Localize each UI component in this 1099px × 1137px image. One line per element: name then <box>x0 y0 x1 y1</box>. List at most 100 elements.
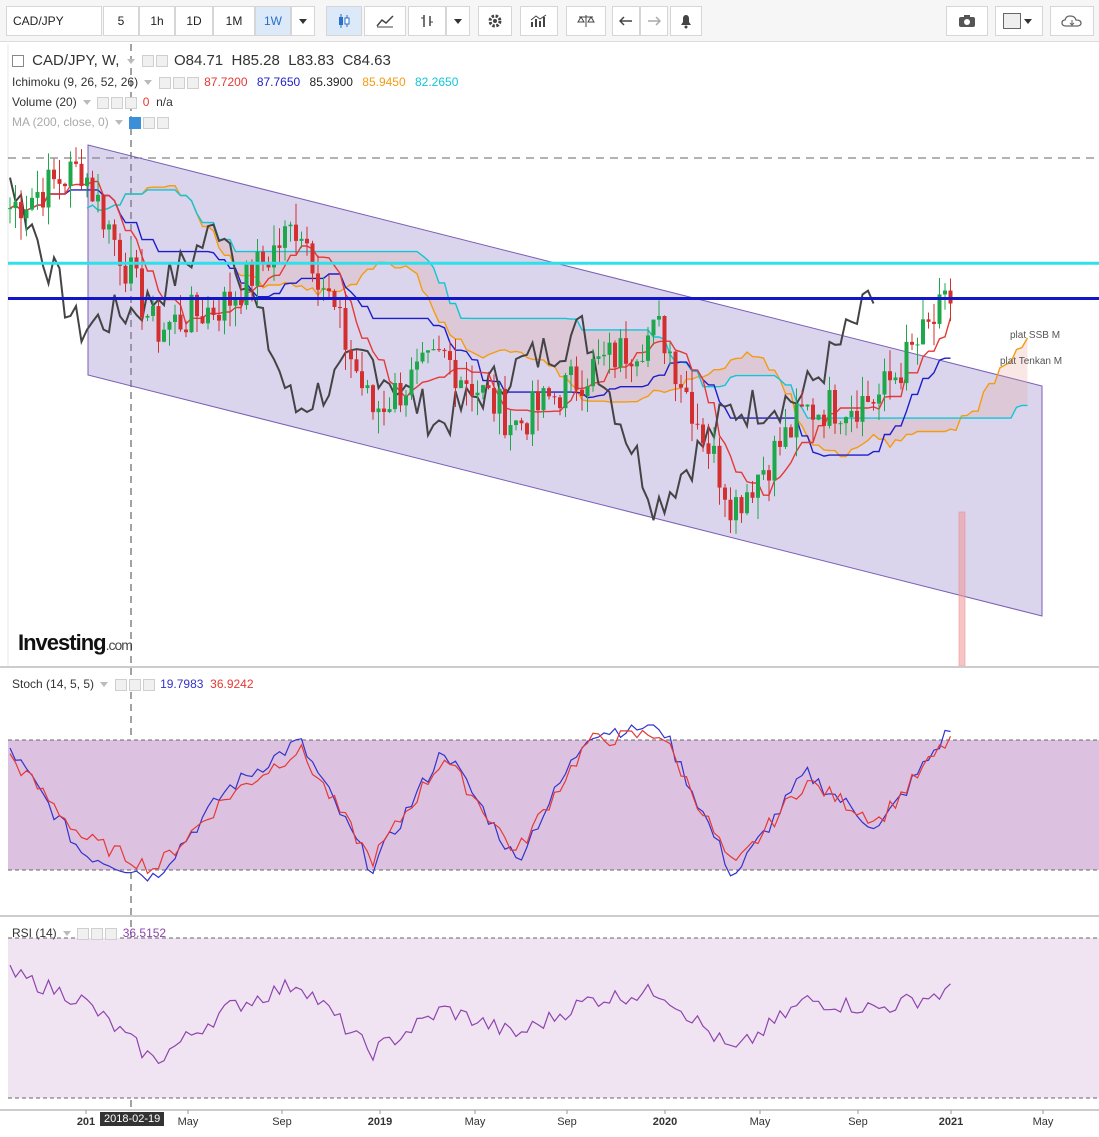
gear-icon[interactable] <box>155 55 168 68</box>
gear-icon[interactable] <box>111 96 124 109</box>
candle-body <box>866 395 870 402</box>
candle-body <box>387 409 392 413</box>
candle-body <box>827 390 832 426</box>
candle-body <box>426 350 430 353</box>
ichimoku-value: 87.7650 <box>256 75 304 89</box>
indicators-button[interactable] <box>520 6 558 36</box>
time-axis: 201 May Sep 2019 May Sep 2020 May Sep 2021 May <box>77 1110 1054 1128</box>
camera-icon <box>959 15 975 27</box>
gear-icon[interactable] <box>91 927 104 940</box>
candle-body <box>558 397 562 409</box>
symbol-input[interactable]: CAD/JPY <box>6 6 102 36</box>
eye-icon[interactable] <box>114 678 127 691</box>
gear-icon[interactable] <box>143 116 156 129</box>
bell-add-icon <box>681 15 691 29</box>
pair-title: CAD/JPY, W, <box>32 52 120 69</box>
color-scheme-dropdown[interactable] <box>995 6 1043 36</box>
candle-body <box>910 341 914 345</box>
candle-body <box>200 316 205 324</box>
cloud-icon <box>1061 15 1082 27</box>
eye-icon[interactable] <box>158 76 171 89</box>
settings-button[interactable] <box>478 6 512 36</box>
chart-canvas[interactable]: 201 May Sep 2019 May Sep 2020 May Sep 2021 May <box>0 42 1099 1137</box>
candle-body <box>904 341 909 384</box>
candle-body <box>57 179 62 184</box>
candle-body <box>145 315 150 318</box>
close-icon[interactable] <box>157 116 170 129</box>
candle-body <box>129 257 133 284</box>
close-icon[interactable] <box>142 678 155 691</box>
axis-tick-label: 201 <box>77 1116 95 1128</box>
chevron-down-icon[interactable] <box>63 931 72 937</box>
candle-body <box>574 366 579 390</box>
ichimoku-legend: Ichimoku (9, 26, 52, 26) 87.7200 87.7650… <box>12 75 464 89</box>
eye-icon[interactable] <box>141 55 154 68</box>
chevron-down-icon[interactable] <box>83 100 92 106</box>
candle-body <box>937 294 942 324</box>
axis-tick-label: May <box>178 1116 199 1128</box>
close-icon[interactable] <box>186 76 199 89</box>
candle-body <box>420 352 425 362</box>
axis-tick-label: 2021 <box>939 1116 963 1128</box>
candle-body <box>750 492 755 498</box>
collapse-icon[interactable] <box>12 55 24 68</box>
candle-body <box>695 423 700 425</box>
gear-icon[interactable] <box>128 678 141 691</box>
close-icon[interactable] <box>125 96 138 109</box>
candle-body <box>35 192 40 198</box>
candle-body <box>118 239 122 266</box>
candle-body <box>316 273 320 290</box>
candle-body <box>734 497 738 521</box>
close-icon[interactable] <box>105 927 118 940</box>
chikou-line <box>9 177 875 521</box>
tenkan-annotation: plat Tenkan M <box>1000 356 1063 367</box>
candle-body <box>250 262 254 286</box>
interval-1w-button[interactable]: 1W <box>255 6 291 36</box>
compare-button[interactable] <box>566 6 606 36</box>
candle-body <box>789 427 793 438</box>
eye-icon[interactable] <box>97 96 110 109</box>
axis-tick-label: May <box>465 1116 486 1128</box>
candle-body <box>684 387 689 392</box>
alert-button[interactable] <box>670 6 702 36</box>
line-chart-button[interactable] <box>364 6 406 36</box>
ichimoku-name: Ichimoku (9, 26, 52, 26) <box>12 75 139 89</box>
undo-button[interactable] <box>612 6 640 36</box>
chevron-down-icon[interactable] <box>144 80 153 86</box>
screenshot-button[interactable] <box>946 6 988 36</box>
candle-body <box>613 342 617 368</box>
bars-chart-button[interactable] <box>408 6 446 36</box>
eye-icon[interactable] <box>77 927 90 940</box>
candle-body <box>481 385 485 393</box>
axis-tick-label: 2020 <box>653 1116 677 1128</box>
candle-body <box>508 425 513 436</box>
gear-icon[interactable] <box>172 76 185 89</box>
candle-body <box>404 395 408 406</box>
logo-text: Investing <box>18 630 107 655</box>
chart-type-dropdown[interactable] <box>446 6 470 36</box>
redo-button[interactable] <box>640 6 668 36</box>
chevron-down-icon[interactable] <box>115 120 124 126</box>
interval-5-button[interactable]: 5 <box>103 6 139 36</box>
candle-body <box>772 440 777 481</box>
candle-body <box>651 319 656 336</box>
candle-body <box>563 375 568 409</box>
interval-1d-button[interactable]: 1D <box>175 6 213 36</box>
volume-value: 0 <box>142 95 150 109</box>
interval-1h-button[interactable]: 1h <box>139 6 175 36</box>
ichimoku-value: 82.2650 <box>414 75 459 89</box>
candle-body <box>85 177 89 186</box>
interval-1m-button[interactable]: 1M <box>213 6 255 36</box>
chevron-down-icon[interactable] <box>100 682 109 688</box>
candle-body <box>552 396 557 398</box>
candle-body <box>349 349 353 360</box>
volume-legend: Volume (20) 0 n/a <box>12 95 173 109</box>
candles-chart-button[interactable] <box>326 6 362 36</box>
eye-icon[interactable] <box>129 116 142 129</box>
interval-dropdown-button[interactable] <box>291 6 315 36</box>
chevron-down-icon[interactable] <box>126 58 135 64</box>
candle-body <box>794 404 799 438</box>
cloud-save-button[interactable] <box>1050 6 1094 36</box>
candle-body <box>343 308 348 350</box>
candle-body <box>371 385 375 413</box>
